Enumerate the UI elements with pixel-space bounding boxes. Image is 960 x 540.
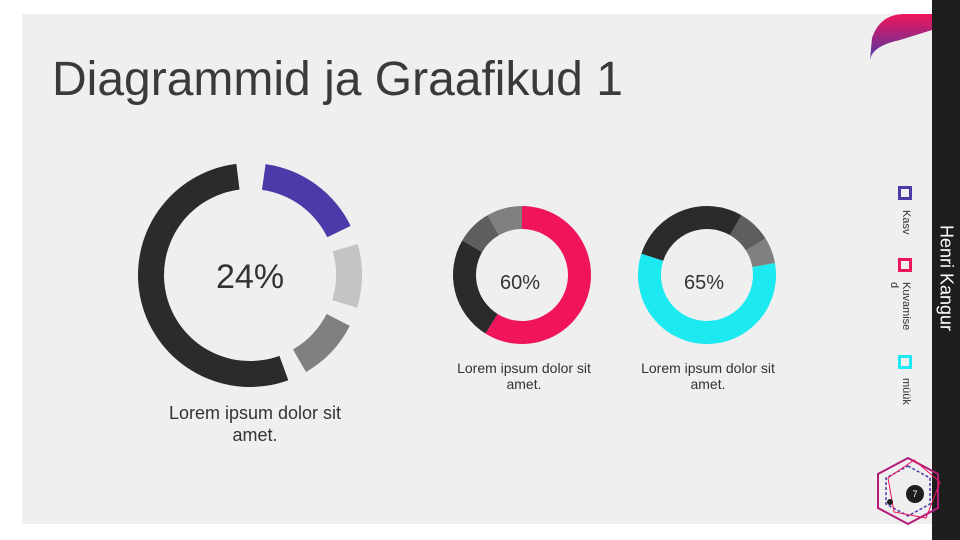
right-donut-segment-dark	[641, 206, 742, 261]
big-donut-segment-light	[332, 244, 363, 308]
right-sidebar-bar	[932, 0, 960, 540]
corner-accent-shape	[870, 14, 932, 60]
big-donut-segment-dark	[138, 163, 289, 387]
page-number: 7	[906, 485, 924, 503]
right-donut-segment-grey-dark	[730, 215, 766, 251]
right-donut-percent: 65%	[684, 272, 725, 294]
legend-marker-kasv	[898, 186, 912, 200]
mid-donut-segment-pink	[485, 206, 592, 344]
big-donut-caption: Lorem ipsum dolor sit amet.	[168, 403, 342, 445]
hexagon-logo-icon	[877, 456, 941, 526]
legend-label-muuk: müük	[900, 378, 912, 405]
mid-donut-percent: 60%	[500, 272, 541, 294]
mid-donut-caption: Lorem ipsum dolor sit amet.	[457, 360, 591, 392]
mid-donut-segment-dark	[453, 240, 498, 334]
slide-title: Diagrammid ja Graafikud 1	[52, 53, 623, 106]
big-donut-segment-mid	[293, 314, 350, 372]
slide-background	[22, 14, 932, 524]
right-donut-segment-cyan	[637, 253, 776, 344]
legend-marker-kuvamised	[898, 258, 912, 272]
legend-marker-muuk	[898, 355, 912, 369]
right-donut-caption: Lorem ipsum dolor sit amet.	[641, 360, 775, 392]
big-donut-segment-purple	[261, 164, 351, 238]
mid-donut-segment-grey-dark	[462, 215, 499, 252]
author-name: Henri Kangur	[936, 224, 957, 332]
right-donut-segment-grey-mid	[746, 238, 775, 268]
legend-label-kasv: Kasv	[900, 210, 912, 235]
mid-donut-segment-grey-mid	[487, 206, 522, 236]
legend-label-kuvamised: Kuvamise d	[888, 282, 912, 331]
big-donut-percent: 24%	[216, 258, 285, 296]
